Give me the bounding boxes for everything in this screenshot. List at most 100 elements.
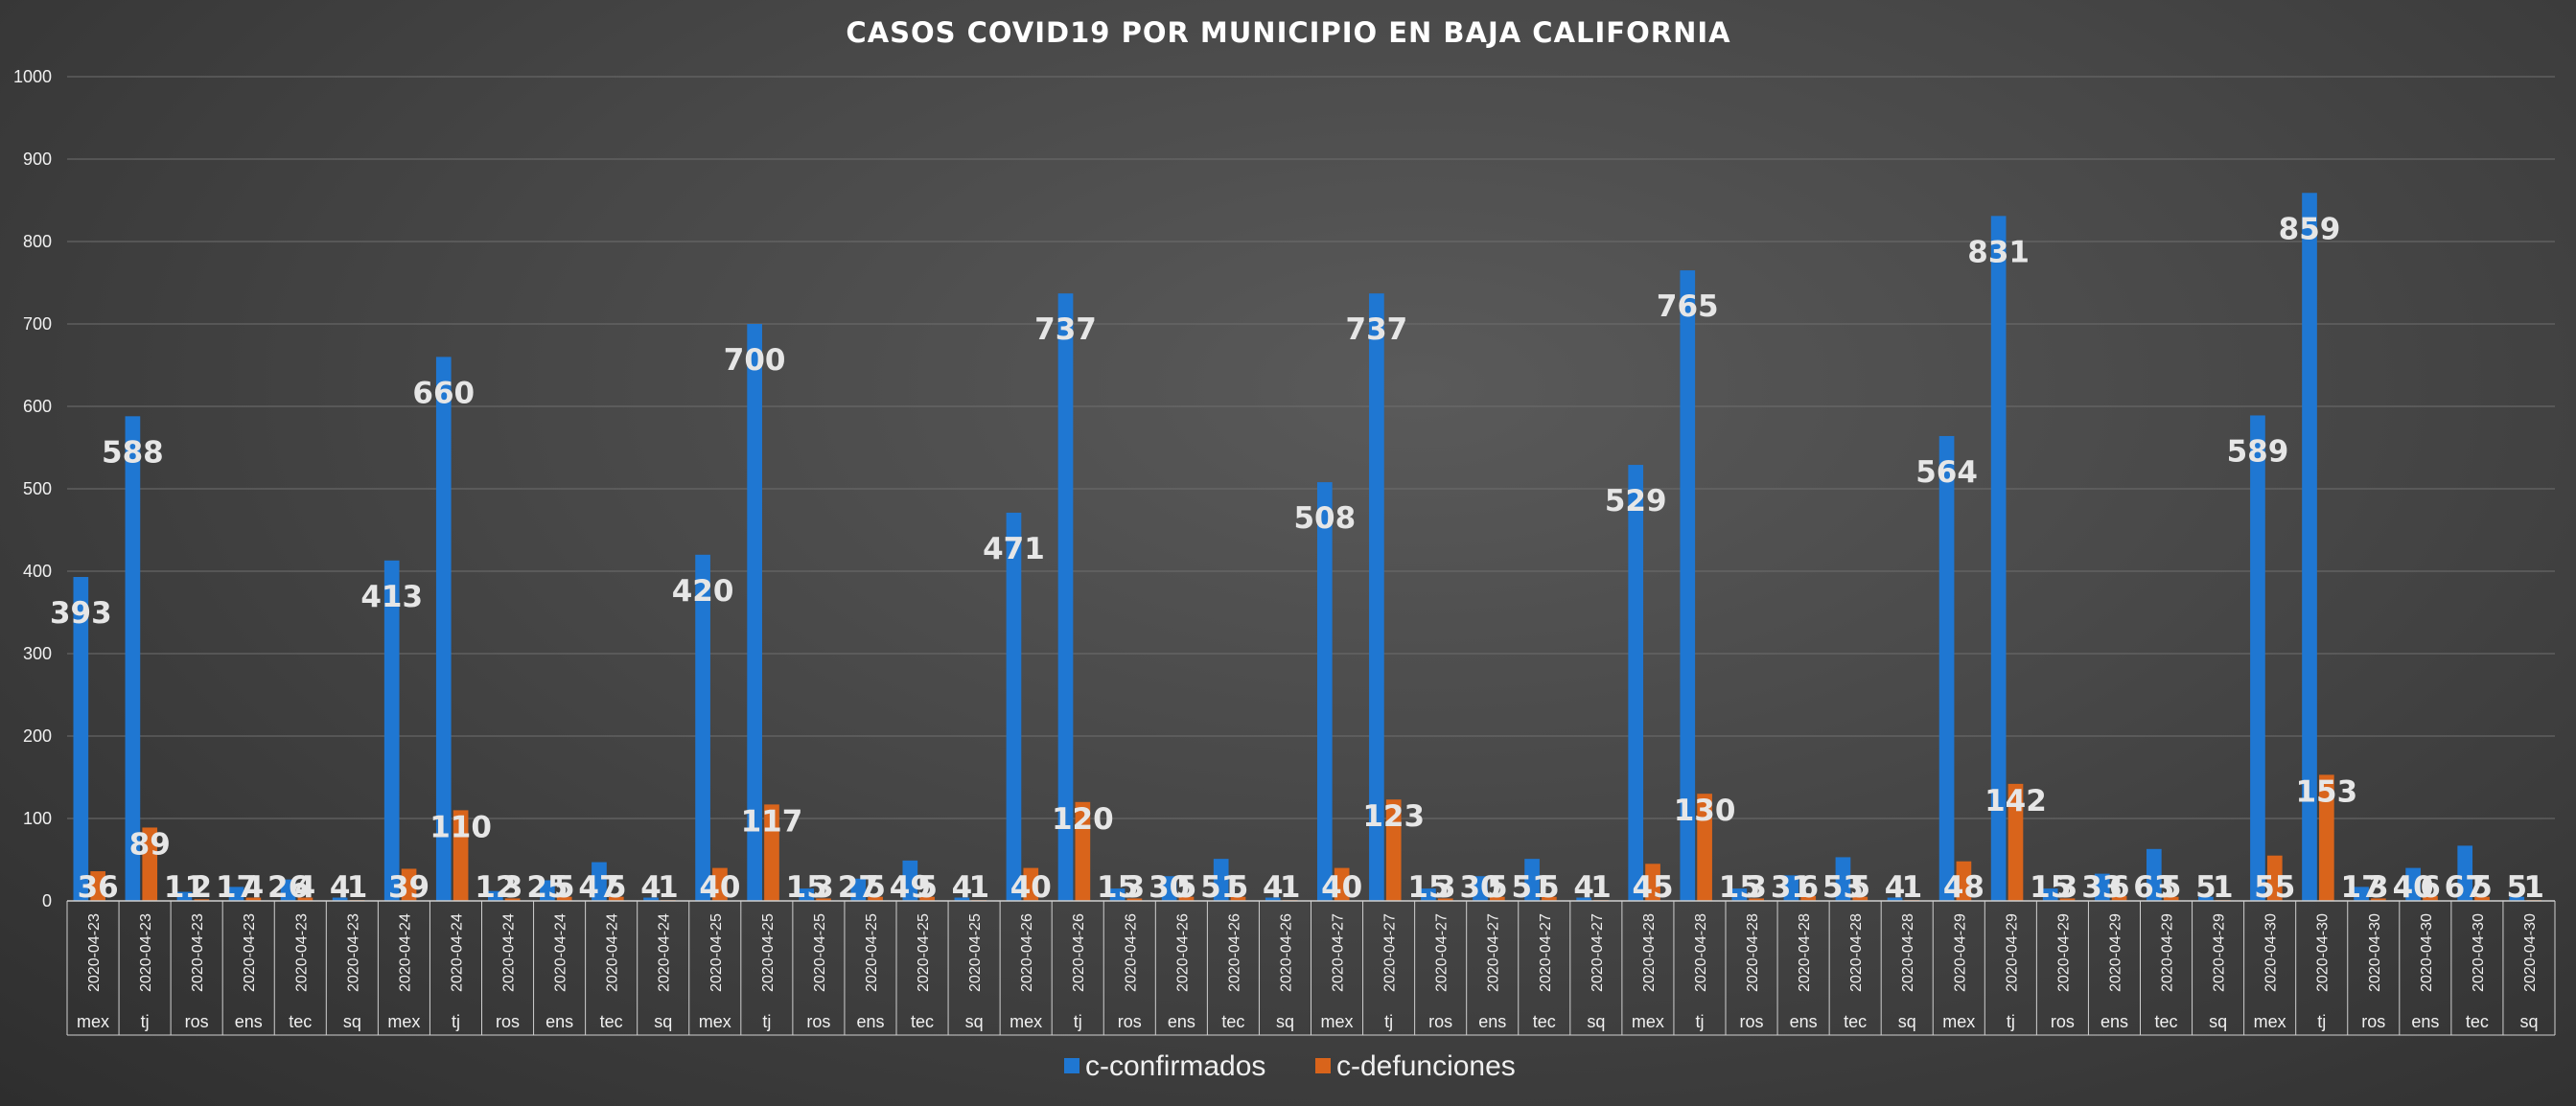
data-label: 40 — [1010, 870, 1052, 905]
data-label: 40 — [699, 870, 740, 905]
bar-c-confirmados — [2042, 888, 2058, 901]
legend: c-confirmados c-defunciones — [1064, 1050, 1516, 1082]
bars — [73, 193, 2541, 902]
x-tick-label-date: 2020-04-26 — [1226, 913, 1242, 992]
x-tick-label-date: 2020-04-25 — [967, 913, 984, 992]
bar-c-confirmados — [954, 897, 970, 901]
bar-c-confirmados — [799, 888, 815, 901]
data-label: 15 — [2030, 870, 2071, 905]
data-label: 1 — [1280, 870, 1301, 905]
data-label: 67 — [2445, 870, 2486, 905]
x-tick-label-date: 2020-04-27 — [1382, 913, 1399, 992]
x-tick-label-municipio: ens — [856, 1012, 884, 1031]
data-label: 1 — [347, 870, 368, 905]
x-tick-label-date: 2020-04-26 — [1123, 913, 1139, 992]
data-label: 5 — [1850, 870, 1871, 905]
data-label: 4 — [952, 870, 973, 905]
x-tick-label-municipio: sq — [1587, 1012, 1605, 1031]
data-label: 588 — [102, 435, 164, 470]
bar-c-defunciones — [1334, 867, 1350, 901]
data-label: 6 — [2420, 870, 2441, 905]
data-label: 737 — [1346, 312, 1408, 347]
x-tick-label-municipio: tec — [1844, 1012, 1867, 1031]
bar-c-confirmados — [1783, 875, 1799, 901]
x-tick-label-date: 2020-04-26 — [1071, 913, 1087, 992]
bar-c-confirmados — [902, 860, 918, 901]
data-label: 26 — [267, 870, 309, 905]
x-tick-label-municipio: mex — [699, 1012, 731, 1031]
data-label: 51 — [1512, 870, 1553, 905]
x-tick-label-municipio: mex — [1632, 1012, 1664, 1031]
bar-c-confirmados — [1161, 876, 1177, 901]
x-tick-label-date: 2020-04-30 — [2315, 913, 2332, 992]
bar-c-confirmados — [2146, 848, 2162, 901]
data-label: 5 — [2472, 870, 2493, 905]
x-tick-label-date: 2020-04-30 — [2522, 913, 2539, 992]
data-label: 589 — [2227, 434, 2289, 469]
data-label: 5 — [1228, 870, 1249, 905]
data-label: 89 — [129, 827, 171, 862]
bar-c-defunciones — [1385, 799, 1402, 901]
x-tick-label-date: 2020-04-29 — [2004, 913, 2020, 992]
data-label: 5 — [917, 870, 938, 905]
data-label: 1 — [968, 870, 989, 905]
x-tick-label-date: 2020-04-24 — [501, 913, 518, 992]
data-label: 4 — [295, 870, 316, 905]
x-tick-label-municipio: sq — [965, 1012, 984, 1031]
x-axis: 2020-04-23 mex 2020-04-23 tj 2020-04-23 ros 20… — [66, 900, 2556, 1036]
x-tick-label-municipio: ros — [1118, 1012, 1142, 1031]
x-tick-label-date: 2020-04-27 — [1434, 913, 1450, 992]
x-tick-label-municipio: ens — [1478, 1012, 1506, 1031]
x-tick-label-municipio: tj — [1384, 1012, 1393, 1031]
data-label: 49 — [890, 870, 931, 905]
bar-c-confirmados — [1421, 888, 1436, 901]
data-label: 27 — [838, 870, 879, 905]
x-tick-label-municipio: mex — [387, 1012, 420, 1031]
y-tick-label: 600 — [23, 397, 52, 416]
data-label: 45 — [1632, 870, 1673, 905]
data-label: 5 — [1539, 870, 1560, 905]
data-label: 700 — [724, 343, 786, 378]
x-tick-label-date: 2020-04-27 — [1486, 913, 1502, 992]
bar-c-confirmados — [695, 554, 710, 901]
bar-c-confirmados — [1938, 435, 1955, 901]
data-label: 3 — [2368, 870, 2389, 905]
y-tick-label: 0 — [42, 891, 52, 910]
bar-c-confirmados — [2509, 896, 2525, 901]
x-tick-label-date: 2020-04-29 — [2107, 913, 2123, 992]
data-label: 123 — [1362, 799, 1425, 834]
data-label: 63 — [2133, 870, 2174, 905]
x-tick-label-date: 2020-04-24 — [449, 913, 465, 992]
data-label: 831 — [1967, 235, 2030, 269]
x-tick-label-municipio: tec — [1221, 1012, 1244, 1031]
x-tick-label-municipio: tec — [2466, 1012, 2489, 1031]
x-tick-label-date: 2020-04-30 — [2367, 913, 2383, 992]
x-tick-label-municipio: ens — [545, 1012, 573, 1031]
bar-c-defunciones — [1852, 896, 1868, 901]
x-tick-label-date: 2020-04-28 — [1693, 913, 1709, 992]
data-label: 3 — [813, 870, 834, 905]
data-label: 5 — [2195, 870, 2216, 905]
bar-c-defunciones — [1542, 896, 1557, 901]
x-tick-label-municipio: ros — [2051, 1012, 2075, 1031]
bar-c-confirmados — [1006, 512, 1022, 901]
legend-label: c-confirmados — [1085, 1050, 1265, 1082]
data-label: 4 — [1885, 870, 1906, 905]
x-tick-label-date: 2020-04-27 — [1590, 913, 1606, 992]
data-label: 4 — [640, 870, 661, 905]
bar-c-defunciones — [919, 896, 936, 901]
x-tick-label-municipio: ros — [1428, 1012, 1452, 1031]
y-tick-label: 300 — [23, 644, 52, 663]
bar-c-defunciones — [2423, 895, 2438, 901]
bar-c-defunciones — [245, 897, 262, 901]
bar-c-confirmados — [332, 897, 348, 901]
data-label: 31 — [1771, 870, 1812, 905]
x-tick-label-municipio: sq — [1898, 1012, 1916, 1031]
data-label: 15 — [786, 870, 827, 905]
x-tick-label-date: 2020-04-23 — [242, 913, 258, 992]
bar-c-defunciones — [401, 868, 417, 901]
bar-c-defunciones — [1800, 895, 1817, 901]
data-label: 153 — [2295, 774, 2357, 809]
data-label: 17 — [2341, 870, 2382, 905]
bar-c-confirmados — [747, 324, 762, 901]
